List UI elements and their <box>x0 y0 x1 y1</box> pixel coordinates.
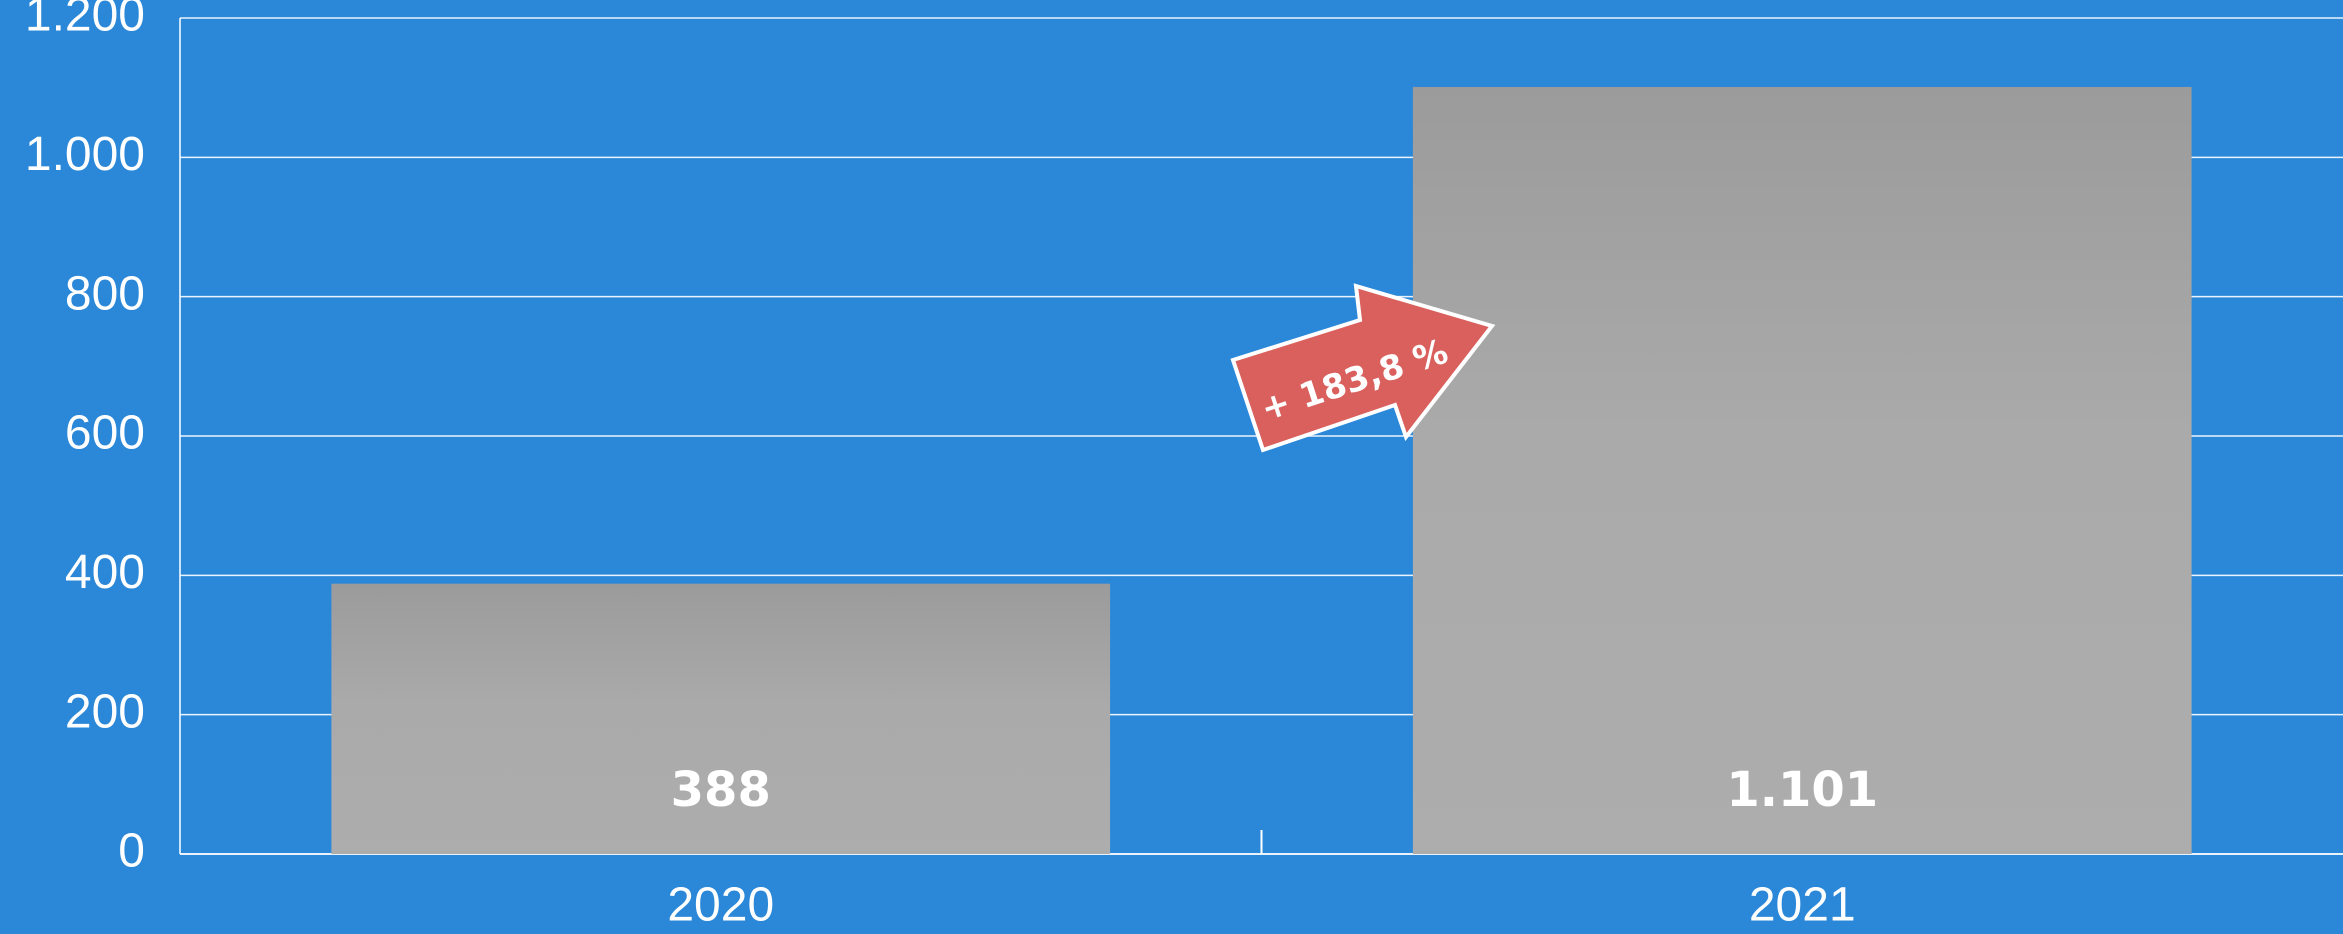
y-tick-label: 0 <box>118 825 145 878</box>
x-tick-label: 2021 <box>1749 879 1856 932</box>
x-tick-label: 2020 <box>667 879 774 932</box>
bar <box>331 583 1111 854</box>
bars: 388 1.101 <box>331 86 2192 855</box>
y-tick-label: 400 <box>65 546 145 599</box>
y-tick-label: 200 <box>65 685 145 738</box>
y-tick-label: 1.000 <box>25 128 145 181</box>
y-tick-label: 800 <box>65 267 145 320</box>
y-tick-label: 600 <box>65 407 145 460</box>
y-axis-ticks: 0 200 400 600 800 1.000 1.200 <box>25 0 145 878</box>
data-label: 1.101 <box>1726 762 1878 818</box>
data-label: 388 <box>671 762 771 818</box>
growth-badge: + 183,8 % <box>1230 283 1496 453</box>
x-axis-ticks: 2020 2021 <box>667 830 1856 932</box>
y-tick-label: 1.200 <box>25 0 145 42</box>
bar <box>1412 86 2192 855</box>
growth-arrow-shape <box>1230 283 1496 453</box>
